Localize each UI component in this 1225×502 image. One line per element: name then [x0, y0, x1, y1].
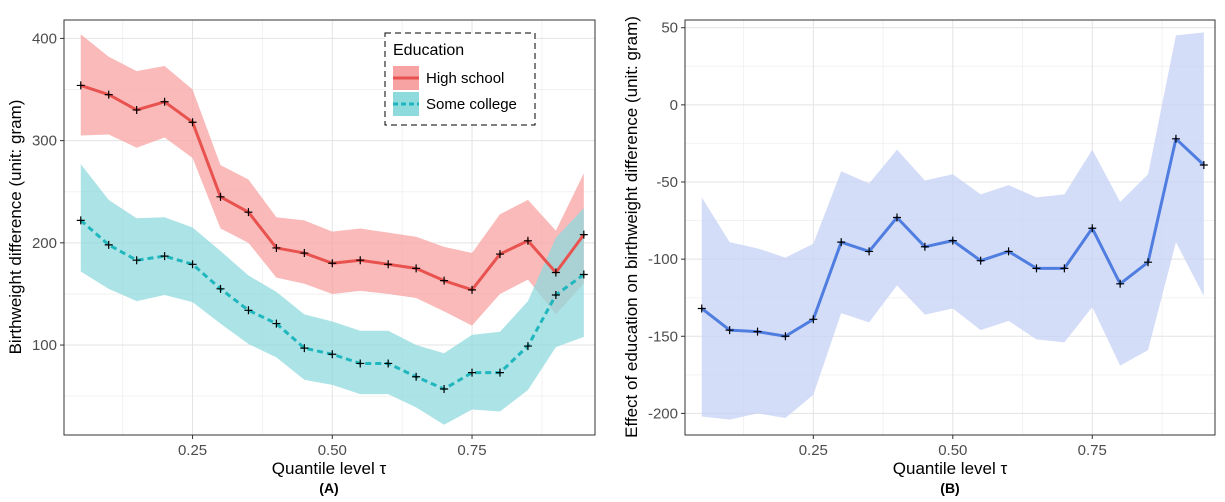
panel-b-label: (B)	[940, 480, 959, 496]
panel-a-y-tick-label-3: 400	[32, 30, 57, 47]
panel-b-point-0-18	[1199, 161, 1208, 170]
panel-a-point-0-4	[188, 118, 197, 127]
panel-b-point-0-9	[948, 236, 957, 245]
panel-a-point-0-9	[328, 259, 337, 268]
panel-a-point-1-10	[356, 359, 365, 368]
panel-a-point-0-3	[160, 97, 169, 106]
panel-a-y-axis-title: Birthweight difference (unit: gram)	[6, 100, 25, 355]
panel-b-y-tick-label-4: 0	[670, 97, 678, 114]
panel-a-point-1-13	[440, 385, 449, 394]
panel-a-point-1-6	[244, 306, 253, 315]
panel-a-point-1-9	[328, 350, 337, 359]
panel-a-point-1-1	[104, 240, 113, 249]
panel-a-point-1-14	[468, 368, 477, 377]
panel-a-point-0-8	[300, 249, 309, 258]
panel-b-bands	[701, 32, 1204, 420]
panel-a-bands	[80, 34, 584, 425]
panel-b-point-0-3	[781, 332, 790, 341]
panel-b-point-0-8	[920, 242, 929, 251]
panel-b-point-0-5	[837, 238, 846, 247]
panel-a-point-1-17	[551, 290, 560, 299]
legend-title: Education	[393, 42, 464, 59]
panel-a-x-tick-label-0: 0.25	[178, 442, 207, 459]
panel-b-point-0-1	[725, 326, 734, 335]
panel-b-point-0-11	[1004, 247, 1013, 256]
panel-a-point-0-2	[132, 105, 141, 114]
panel-a-y-tick-label-0: 100	[32, 337, 57, 354]
panel-b-point-0-2	[753, 327, 762, 336]
legend-entry-some-college: Some college	[426, 96, 517, 113]
panel-b-point-0-15	[1116, 279, 1125, 288]
panel-b-ticks: 0.25 0.50 0.75 -200 -150 -100 -50 0 50	[648, 20, 1107, 459]
panel-b-point-0-13	[1060, 264, 1069, 273]
panel-b-x-tick-label-0: 0.25	[799, 442, 828, 459]
panel-a-point-0-17	[551, 268, 560, 277]
panel-a-point-0-10	[356, 256, 365, 265]
panel-b-point-0-17	[1171, 134, 1180, 143]
panel-a-point-1-5	[216, 284, 225, 293]
panel-b-point-0-12	[1032, 264, 1041, 273]
panel-a-y-tick-label-1: 200	[32, 235, 57, 252]
panel-a-point-1-3	[160, 252, 169, 261]
panel-b: 0.25 0.50 0.75 -200 -150 -100 -50 0 50 Quantile …	[622, 16, 1216, 496]
panel-a-points	[76, 81, 588, 394]
panel-a-x-tick-label-2: 0.75	[457, 442, 486, 459]
panel-a-point-1-18	[579, 270, 588, 279]
panel-a-x-tick-label-1: 0.50	[318, 442, 347, 459]
panel-b-y-tick-label-2: -100	[648, 251, 678, 268]
legend: Education High school Some college	[384, 32, 536, 126]
panel-b-x-axis-title: Quantile level τ	[893, 459, 1008, 478]
panel-a-point-1-11	[384, 359, 393, 368]
panel-a: 0.25 0.50 0.75 100 200 300 400 Quantile level …	[6, 19, 596, 496]
panel-a-point-0-11	[384, 260, 393, 269]
panel-a-point-0-15	[495, 250, 504, 259]
panel-a-point-1-16	[523, 342, 532, 351]
panel-b-point-0-0	[697, 304, 706, 313]
panel-a-point-0-12	[412, 264, 421, 273]
panel-b-y-tick-label-3: -50	[656, 174, 678, 191]
panel-a-point-1-7	[272, 319, 281, 328]
panel-a-point-0-13	[440, 276, 449, 285]
panel-a-point-0-6	[244, 208, 253, 217]
panel-b-y-tick-label-5: 50	[661, 20, 678, 37]
panel-b-point-0-14	[1088, 224, 1097, 233]
panel-b-points	[697, 134, 1208, 341]
panel-a-label: (A)	[319, 480, 338, 496]
panel-a-point-1-0	[76, 216, 85, 225]
panel-a-point-1-15	[495, 368, 504, 377]
panel-a-point-0-1	[104, 90, 113, 99]
panel-b-x-tick-label-2: 0.75	[1078, 442, 1107, 459]
panel-a-y-tick-label-2: 300	[32, 133, 57, 150]
panel-a-point-1-12	[412, 372, 421, 381]
panel-b-y-tick-label-1: -150	[648, 328, 678, 345]
panel-b-point-0-7	[893, 213, 901, 222]
panel-b-border	[684, 19, 1216, 436]
panel-b-x-tick-label-1: 0.50	[938, 442, 967, 459]
panel-a-point-0-7	[272, 243, 281, 252]
legend-entry-high-school: High school	[426, 70, 504, 87]
panel-a-ticks: 0.25 0.50 0.75 100 200 300 400	[32, 30, 487, 459]
panel-a-band-0	[80, 34, 584, 326]
panel-b-y-axis-title: Effect of education on birthweight diffe…	[622, 16, 641, 438]
panel-a-border	[63, 19, 596, 436]
panel-a-point-0-0	[76, 81, 85, 90]
panel-b-point-0-16	[1144, 258, 1153, 267]
panel-b-band-0	[701, 32, 1204, 420]
panel-a-point-1-8	[300, 344, 309, 353]
panel-a-point-0-14	[468, 285, 477, 294]
panel-a-point-0-5	[216, 192, 225, 201]
panel-a-point-1-2	[132, 256, 141, 265]
panel-b-point-0-4	[809, 315, 818, 324]
panel-a-band-1	[80, 164, 584, 425]
panel-b-point-0-10	[976, 256, 985, 265]
panel-b-point-0-6	[865, 247, 874, 256]
panel-a-x-axis-title: Quantile level τ	[272, 459, 387, 478]
panel-b-y-tick-label-0: -200	[648, 405, 678, 422]
panel-a-point-0-18	[579, 230, 588, 239]
panel-a-point-1-4	[188, 260, 197, 269]
panel-a-point-0-16	[523, 236, 532, 245]
